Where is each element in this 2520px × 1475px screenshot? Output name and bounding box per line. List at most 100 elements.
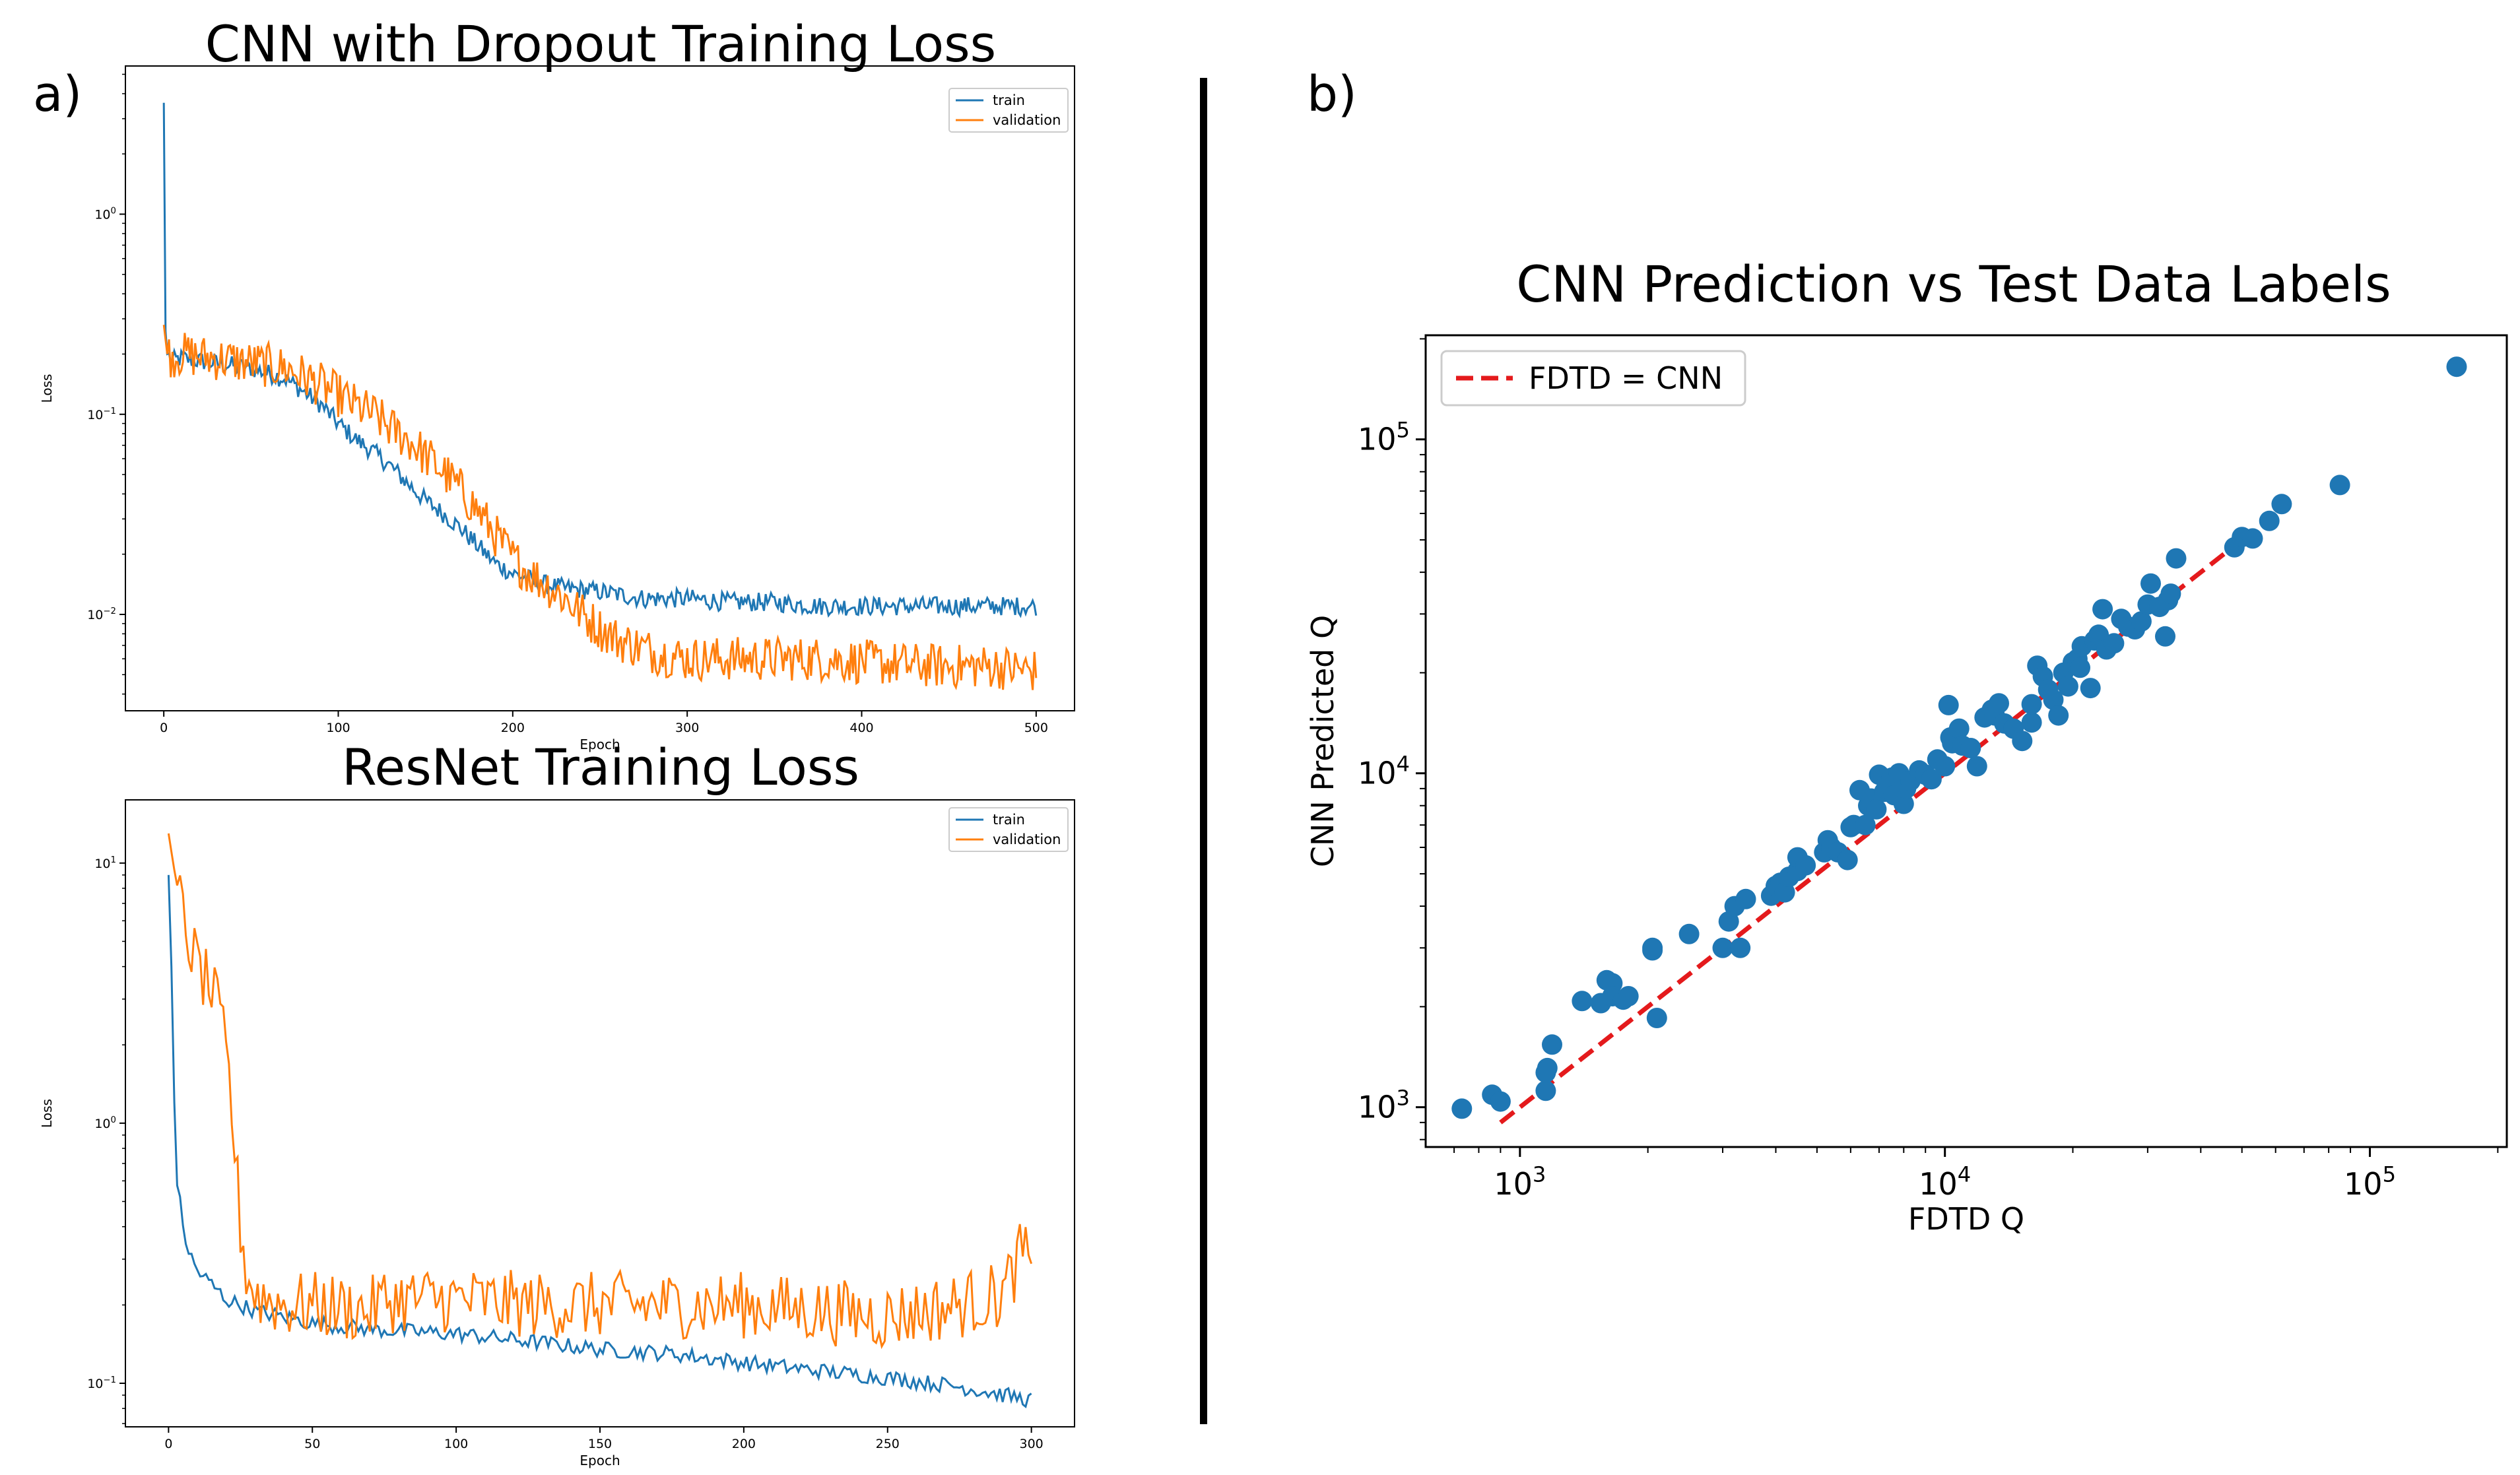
y-tick-label: 100: [94, 207, 116, 222]
scatter-point: [2242, 528, 2263, 549]
scatter-point: [1960, 738, 1981, 758]
scatter-point: [1774, 882, 1795, 903]
scatter-point: [1989, 693, 2009, 714]
legend-label-validation: validation: [993, 832, 1061, 847]
x-axis-label: FDTD Q: [1908, 1201, 2024, 1237]
scatter-point: [2080, 678, 2101, 699]
scatter-point: [2259, 510, 2280, 531]
y-tick-label: 10−1: [87, 1375, 116, 1391]
chart-title-cnn-dropout: CNN with Dropout Training Loss: [205, 15, 997, 73]
scatter-point: [2092, 599, 2113, 620]
x-axis-label: Epoch: [580, 737, 620, 752]
x-tick-label: 50: [304, 1437, 320, 1451]
scatter-point: [2140, 573, 2161, 594]
scatter-point: [1537, 1057, 1558, 1078]
legend-label: FDTD = CNN: [1529, 360, 1723, 396]
series-line-validation: [167, 833, 1033, 1350]
scatter-point: [1948, 718, 1970, 739]
scatter-point: [2131, 611, 2152, 632]
chart-title-scatter: CNN Prediction vs Test Data Labels: [1516, 255, 2391, 313]
legend-box: [1440, 350, 1746, 407]
scatter-point: [1678, 923, 1700, 944]
scatter-point: [1938, 694, 1959, 715]
scatter-point: [1966, 756, 1987, 777]
legend-label-train: train: [993, 812, 1025, 828]
scatter-point: [1646, 1008, 1667, 1028]
scatter-point: [1451, 1098, 1473, 1119]
x-tick-label: 103: [1494, 1162, 1546, 1202]
x-tick-label: 0: [164, 1437, 172, 1451]
scatter-point: [1618, 986, 1639, 1006]
x-tick-label: 300: [1020, 1437, 1044, 1451]
scatter-point: [1921, 769, 1942, 790]
scatter-point: [2012, 731, 2033, 752]
y-tick-label: 104: [1358, 751, 1410, 791]
panel-label-a: a): [33, 66, 83, 123]
scatter-point: [1795, 855, 1816, 876]
x-tick-label: 300: [675, 721, 699, 735]
scatter-point: [2446, 356, 2467, 377]
y-tick-label: 101: [94, 855, 116, 871]
series-line-validation: [162, 325, 1038, 690]
x-tick-label: 400: [849, 721, 873, 735]
plot-frame: [1424, 334, 2508, 1148]
x-tick-label: 200: [732, 1437, 756, 1451]
plot-frame: [125, 65, 1075, 711]
scatter-point: [2048, 705, 2069, 726]
scatter-point: [2070, 657, 2090, 678]
scatter-point: [1572, 991, 1593, 1012]
x-tick-label: 105: [2344, 1162, 2396, 1202]
y-axis-label: CNN Predicted Q: [1305, 615, 1341, 867]
y-tick-label: 100: [94, 1115, 116, 1131]
scatter-point: [1935, 756, 1956, 777]
x-tick-label: 200: [501, 721, 525, 735]
chart-1: 0 50 100 150 200 250 300 101 100 10−1 Epoch Loss tra…: [39, 799, 1075, 1468]
y-axis-label: Loss: [39, 374, 55, 403]
legend: train validation: [948, 807, 1069, 852]
scatter-point: [2329, 475, 2350, 496]
legend-label-validation: validation: [993, 112, 1061, 128]
scatter-point: [2104, 633, 2125, 654]
scatter-point: [2155, 626, 2175, 647]
x-axis-label: Epoch: [580, 1453, 620, 1468]
scatter-point: [1642, 940, 1663, 961]
legend-label-train: train: [993, 92, 1025, 108]
panel-divider: [1200, 78, 1207, 1424]
scatter-point: [1730, 937, 1751, 958]
scatter-point: [1855, 814, 1876, 836]
scatter-point: [1490, 1091, 1511, 1112]
y-tick-label: 103: [1358, 1085, 1410, 1125]
x-tick-label: 500: [1024, 721, 1048, 735]
x-tick-label: 104: [1919, 1162, 1971, 1202]
series-line-train: [162, 102, 1038, 619]
scatter-point: [1866, 799, 1887, 820]
scatter-point: [1735, 888, 1756, 909]
scatter-point: [2271, 494, 2292, 515]
scatter-point: [1837, 849, 1858, 870]
y-axis-label: Loss: [39, 1099, 55, 1128]
legend: train validation: [948, 88, 1069, 133]
scatter-point: [1712, 937, 1733, 958]
chart-title-resnet: ResNet Training Loss: [341, 738, 860, 797]
scatter-point: [1535, 1080, 1556, 1101]
scatter-point: [2160, 583, 2181, 605]
chart-0: 0 100 200 300 400 500 100 10−1 10−2 Epoch Loss trai…: [39, 65, 1075, 752]
x-tick-label: 100: [326, 721, 350, 735]
x-tick-label: 100: [444, 1437, 468, 1451]
scatter-point: [2021, 712, 2042, 733]
y-tick-label: 10−2: [87, 606, 116, 622]
series-line-train: [167, 874, 1032, 1408]
panel-label-b: b): [1307, 66, 1357, 123]
chart-2: 103 104 105 105 104 103 FDTD Q CNN Predicted Q F…: [1305, 334, 2508, 1237]
scatter-point: [2043, 689, 2064, 710]
scatter-point: [1542, 1034, 1562, 1055]
scatter-point: [2021, 694, 2042, 715]
x-tick-label: 0: [160, 721, 168, 735]
x-tick-label: 250: [876, 1437, 900, 1451]
scatter-point: [1893, 793, 1914, 814]
legend: FDTD = CNN: [1440, 350, 1746, 407]
scatter-point: [2166, 548, 2187, 569]
x-tick-label: 150: [588, 1437, 612, 1451]
y-tick-label: 10−1: [87, 407, 116, 422]
